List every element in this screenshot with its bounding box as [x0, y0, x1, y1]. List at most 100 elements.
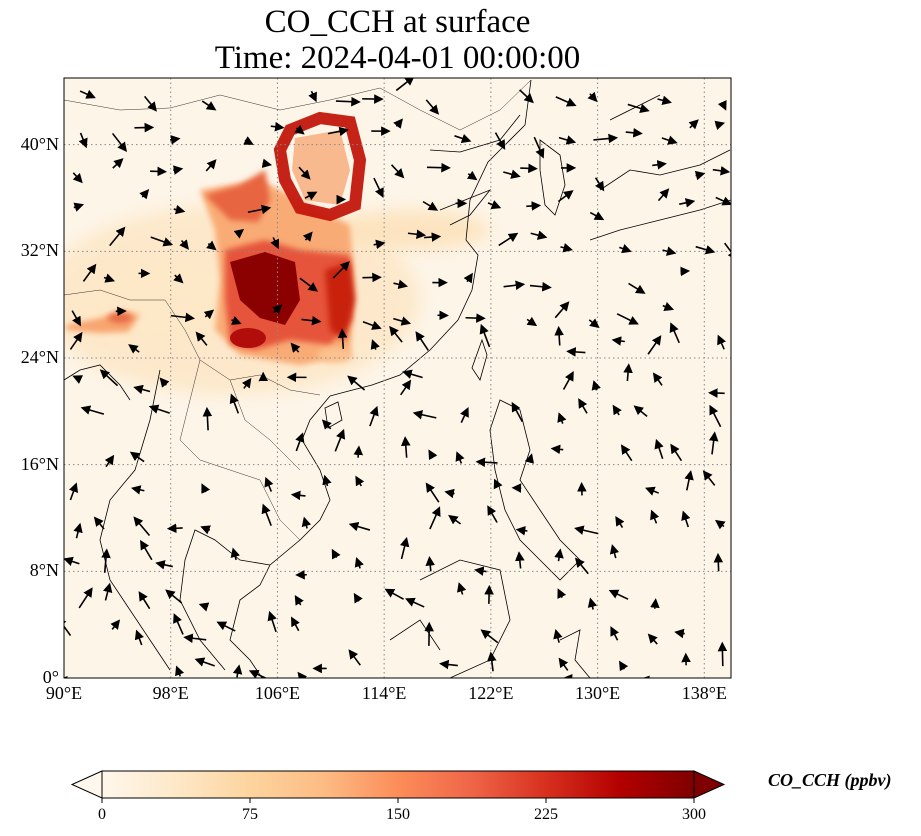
wind-arrow	[645, 486, 659, 496]
wind-arrow	[609, 544, 620, 559]
wind-arrow	[562, 673, 573, 678]
wind-arrow	[647, 335, 662, 355]
wind-arrow	[448, 514, 462, 525]
wind-arrow	[619, 244, 632, 254]
wind-arrow	[695, 245, 716, 255]
wind-arrow	[173, 204, 186, 215]
wind-arrow	[148, 404, 170, 414]
wind-arrow	[393, 279, 409, 290]
wind-arrow	[480, 629, 499, 644]
wind-arrow	[654, 438, 664, 460]
wind-arrow	[647, 633, 658, 645]
plume-southern-wisp	[317, 347, 353, 363]
wind-arrow	[261, 503, 272, 526]
wind-arrow	[439, 659, 458, 670]
wind-arrow	[78, 132, 88, 149]
wind-arrow	[241, 377, 252, 389]
wind-arrow	[425, 99, 440, 115]
wind-arrow	[354, 557, 364, 569]
wind-arrow	[331, 548, 341, 560]
wind-arrow	[520, 163, 538, 174]
wind-arrow	[399, 536, 410, 560]
wind-arrow	[201, 100, 217, 111]
wind-arrow	[370, 339, 380, 350]
wind-arrow	[554, 301, 570, 319]
wind-arrow	[650, 598, 660, 609]
wind-arrow	[393, 316, 412, 326]
wind-arrow	[205, 159, 217, 172]
wind-arrow	[708, 388, 725, 398]
wind-arrow	[494, 132, 506, 150]
wind-arrow	[195, 331, 208, 346]
longitude-tick-label: 106°E	[254, 683, 301, 703]
wind-arrow	[709, 404, 722, 428]
wind-arrow	[558, 135, 577, 145]
wind-arrow	[717, 334, 726, 350]
wind-arrow	[557, 190, 574, 203]
wind-arrow	[78, 587, 93, 609]
wind-arrow	[553, 628, 563, 643]
wind-arrow	[103, 582, 113, 601]
colorbar	[70, 770, 726, 803]
wind-arrow	[347, 375, 366, 391]
wind-arrow	[80, 405, 105, 415]
wind-arrow	[714, 519, 726, 530]
wind-arrow	[615, 515, 625, 528]
wind-arrow	[724, 242, 731, 261]
plume-sichuan-core	[230, 252, 300, 325]
wind-arrow	[623, 363, 633, 381]
wind-arrow	[511, 401, 524, 423]
wind-arrow	[589, 211, 605, 221]
wind-arrow	[463, 272, 473, 284]
wind-arrow	[334, 428, 346, 452]
wind-arrow	[79, 89, 96, 99]
wind-arrow	[216, 621, 236, 632]
wind-arrow	[103, 273, 116, 283]
coastline-taiwan	[471, 338, 488, 381]
colorbar-tick-label: 0	[98, 806, 106, 823]
wind-arrow	[128, 344, 140, 354]
colorbar-tick-label: 300	[682, 806, 706, 823]
wind-arrow	[230, 547, 240, 561]
wind-arrow	[474, 566, 487, 576]
wind-arrow	[294, 595, 304, 606]
wind-arrow	[661, 135, 678, 145]
wind-arrow	[524, 453, 535, 464]
wind-arrow	[206, 240, 217, 251]
wind-arrow	[159, 377, 170, 388]
wind-arrow	[466, 170, 478, 181]
wind-arrow	[267, 610, 277, 633]
wind-arrow	[353, 445, 364, 458]
wind-arrow	[201, 483, 211, 494]
wind-arrow	[270, 237, 280, 250]
wind-arrow	[82, 263, 97, 282]
wind-arrow	[620, 444, 633, 462]
wind-arrow	[717, 100, 727, 111]
wind-arrow	[202, 406, 213, 431]
wind-arrow	[618, 660, 629, 672]
wind-arrow	[657, 188, 670, 202]
wind-arrow	[475, 457, 498, 468]
wind-arrow	[348, 521, 371, 532]
wind-arrow	[138, 591, 151, 610]
wind-arrow	[291, 616, 300, 632]
longitude-tick-label: 98°E	[152, 683, 189, 703]
wind-arrow	[335, 96, 361, 107]
wind-arrow	[71, 310, 81, 327]
wind-arrow	[593, 133, 619, 144]
border-line	[179, 359, 301, 541]
wind-arrow	[560, 243, 573, 253]
wind-arrow	[166, 523, 183, 534]
wind-arrow	[104, 454, 115, 468]
wind-arrow	[530, 230, 548, 240]
wind-arrow	[395, 78, 415, 92]
wind-arrow	[591, 380, 601, 391]
wind-arrow	[384, 588, 404, 600]
wind-arrow	[69, 331, 83, 350]
wind-arrow	[674, 628, 685, 639]
wind-arrow	[231, 315, 242, 325]
wind-arrow	[422, 200, 439, 211]
wind-arrow	[64, 675, 68, 678]
wind-arrow	[133, 384, 151, 395]
wind-arrow	[179, 239, 189, 250]
